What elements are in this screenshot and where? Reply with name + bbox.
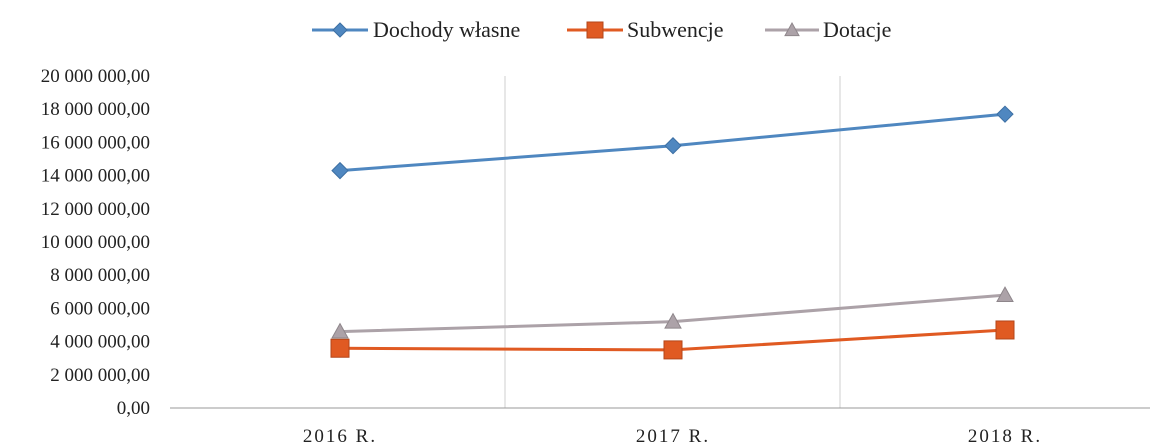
data-point [331, 161, 349, 180]
legend-marker [586, 21, 604, 39]
data-point [996, 105, 1014, 123]
data-point [330, 338, 350, 358]
series-3 [331, 286, 1014, 339]
y-tick-label: 18 000 000,00 [41, 99, 150, 120]
y-tick-label: 4 000 000,00 [50, 332, 150, 353]
y-tick-label: 0,00 [117, 398, 150, 419]
y-tick-label: 20 000 000,00 [41, 66, 150, 87]
legend-label: Dotacje [823, 17, 891, 42]
data-point [996, 286, 1014, 303]
y-tick-label: 8 000 000,00 [50, 265, 150, 286]
x-category-label: 2018 R. [968, 426, 1042, 447]
series-2 [330, 320, 1015, 360]
y-tick-label: 14 000 000,00 [41, 166, 150, 187]
y-axis-tick-labels: 0,00 2 000 000,00 4 000 000,00 6 000 000,00… [41, 66, 150, 419]
data-point [663, 340, 683, 360]
data-point [664, 312, 682, 329]
series-1 [331, 105, 1014, 180]
y-tick-label: 6 000 000,00 [50, 298, 150, 319]
legend-marker [784, 21, 800, 37]
chart-legend: Dochody własne Subwencje Dotacje [312, 17, 891, 42]
x-category-label: 2016 R. [303, 426, 377, 447]
data-point [664, 137, 682, 155]
legend-label: Dochody własne [373, 17, 520, 42]
legend-item: Subwencje [567, 17, 724, 42]
data-point [331, 322, 349, 339]
legend-label: Subwencje [627, 17, 724, 42]
x-category-label: 2017 R. [636, 426, 710, 447]
legend-item: Dochody własne [312, 17, 520, 42]
chart-series [330, 105, 1015, 360]
data-point [995, 320, 1015, 340]
y-tick-label: 2 000 000,00 [50, 365, 150, 386]
x-axis-category-labels: 2016 R. 2017 R. 2018 R. [303, 426, 1042, 447]
y-tick-label: 10 000 000,00 [41, 232, 150, 253]
legend-marker [332, 22, 348, 38]
y-tick-label: 16 000 000,00 [41, 132, 150, 153]
y-tick-label: 12 000 000,00 [41, 199, 150, 220]
legend-item: Dotacje [765, 17, 891, 42]
